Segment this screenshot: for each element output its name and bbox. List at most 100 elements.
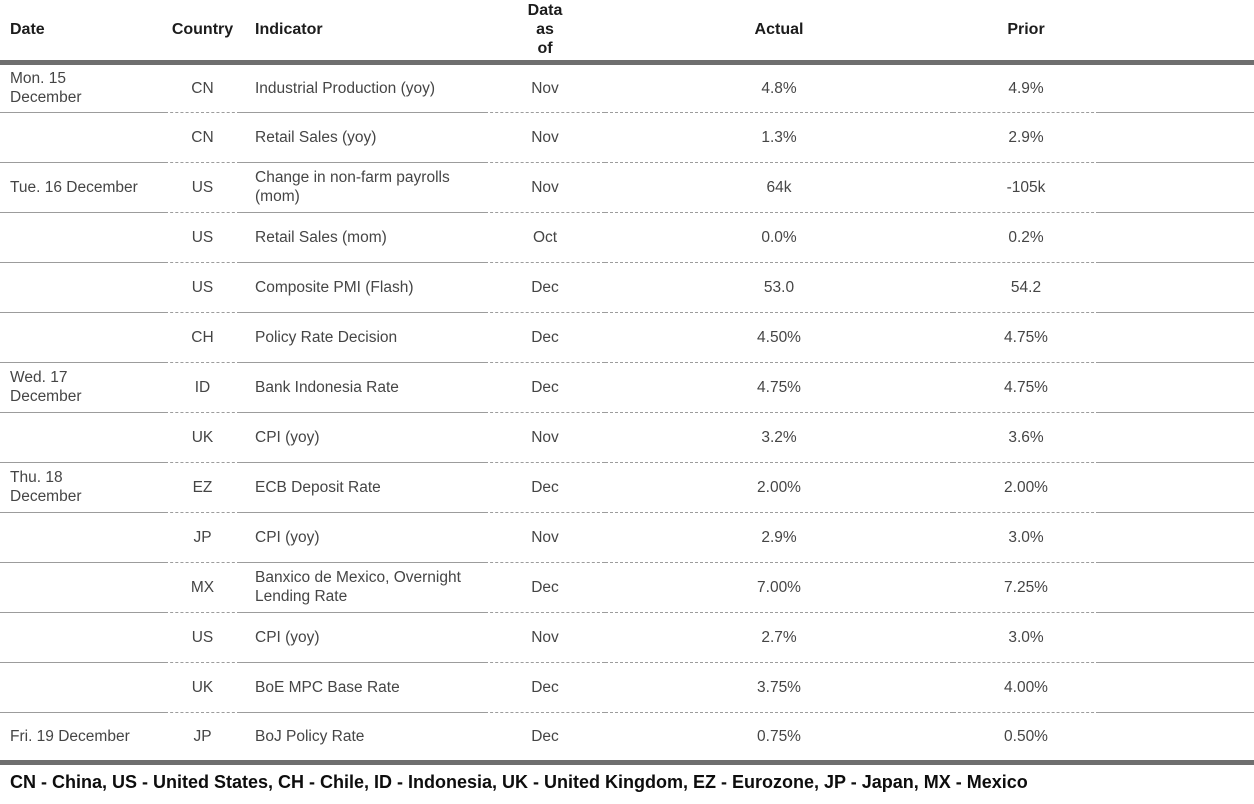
cell-date [0, 212, 165, 263]
cell-country: US [165, 162, 240, 213]
cell-prior: 4.00% [953, 662, 1099, 713]
cell-prior: 54.2 [953, 262, 1099, 313]
cell-prior: 3.0% [953, 612, 1099, 663]
cell-filler [1099, 312, 1254, 363]
cell-prior: 0.2% [953, 212, 1099, 263]
cell-indicator: CPI (yoy) [240, 512, 485, 563]
cell-filler [1099, 562, 1254, 613]
cell-country: CN [165, 62, 240, 113]
cell-indicator: Industrial Production (yoy) [240, 62, 485, 113]
cell-country: JP [193, 727, 212, 745]
cell-date [0, 262, 165, 313]
cell-data-as-of: Dec [485, 262, 605, 313]
cell-indicator: CPI (yoy) [240, 412, 485, 463]
cell-data-as-of: Nov [485, 412, 605, 463]
cell-data-as-of: Nov [485, 512, 605, 563]
table-row: Fri. 19 December JP BoJ Policy Rate Dec 0.75… [0, 712, 1254, 762]
cell-data-as-of: Dec [485, 562, 605, 613]
cell-prior: 2.9% [953, 112, 1099, 163]
cell-data-as-of: Dec [485, 362, 605, 413]
cell-filler [1099, 662, 1254, 713]
cell-date: Thu. 18 December [0, 462, 165, 513]
cell-country: UK [165, 412, 240, 463]
cell-data-as-of: Nov [485, 62, 605, 113]
cell-indicator: Policy Rate Decision [240, 312, 485, 363]
cell-indicator: Change in non-farm payrolls (mom) [240, 162, 485, 213]
cell-indicator: ECB Deposit Rate [240, 462, 485, 513]
cell-actual: 0.75% [757, 727, 801, 745]
cell-date [0, 612, 165, 663]
cell-actual: 2.7% [605, 612, 953, 663]
cell-country: EZ [165, 462, 240, 513]
table-row: CN Retail Sales (yoy) Nov 1.3% 2.9% [0, 112, 1254, 163]
table-row: Tue. 16 December US Change in non-farm pay… [0, 162, 1254, 213]
table-row: US Retail Sales (mom) Oct 0.0% 0.2% [0, 212, 1254, 263]
economic-calendar-table: Date Country Indicator Data as of Actual… [0, 0, 1254, 765]
cell-country: JP [165, 512, 240, 563]
column-header-actual: Actual [605, 0, 953, 65]
cell-prior: 0.50% [1004, 727, 1048, 745]
cell-prior: 3.6% [953, 412, 1099, 463]
header-row: Date Country Indicator Data as of Actual… [0, 0, 1254, 65]
table-row: JP CPI (yoy) Nov 2.9% 3.0% [0, 512, 1254, 563]
cell-data-as-of: Dec [485, 312, 605, 363]
cell-country: CN [165, 112, 240, 163]
cell-date: Wed. 17 December [0, 362, 165, 413]
cell-date [0, 112, 165, 163]
cell-filler [1099, 112, 1254, 163]
cell-actual: 0.0% [605, 212, 953, 263]
table-row: Thu. 18 December EZ ECB Deposit Rate Dec 2.0… [0, 462, 1254, 513]
cell-actual: 4.75% [605, 362, 953, 413]
column-header-date: Date [0, 0, 165, 65]
table-row: UK BoE MPC Base Rate Dec 3.75% 4.00% [0, 662, 1254, 713]
cell-date [0, 512, 165, 563]
cell-filler [1099, 712, 1254, 762]
table-row: US Composite PMI (Flash) Dec 53.0 54.2 [0, 262, 1254, 313]
cell-prior: 3.0% [953, 512, 1099, 563]
cell-data-as-of: Dec [531, 727, 559, 745]
cell-indicator: BoJ Policy Rate [255, 727, 365, 745]
cell-country: US [165, 612, 240, 663]
cell-country: US [165, 212, 240, 263]
table-row: Wed. 17 December ID Bank Indonesia Rate Dec… [0, 362, 1254, 413]
table-row: CH Policy Rate Decision Dec 4.50% 4.75% [0, 312, 1254, 363]
cell-actual: 4.50% [605, 312, 953, 363]
column-header-data-as-of: Data as of [485, 0, 605, 65]
cell-indicator: Retail Sales (mom) [240, 212, 485, 263]
cell-filler [1099, 62, 1254, 113]
column-header-country: Country [165, 0, 240, 65]
table-row: Mon. 15 December CN Industrial Production … [0, 62, 1254, 113]
cell-indicator: Banxico de Mexico, Overnight Lending Rat… [240, 562, 485, 613]
cell-data-as-of: Dec [485, 662, 605, 713]
cell-prior: 4.9% [953, 62, 1099, 113]
table-header: Date Country Indicator Data as of Actual… [0, 0, 1254, 65]
cell-filler [1099, 212, 1254, 263]
column-header-indicator: Indicator [240, 0, 485, 65]
cell-actual: 2.00% [605, 462, 953, 513]
cell-actual: 1.3% [605, 112, 953, 163]
cell-actual: 4.8% [605, 62, 953, 113]
country-legend: CN - China, US - United States, CH - Chi… [10, 771, 1028, 792]
cell-data-as-of: Nov [485, 612, 605, 663]
cell-date [0, 312, 165, 363]
cell-country: UK [165, 662, 240, 713]
cell-data-as-of: Oct [485, 212, 605, 263]
table-body: Mon. 15 December CN Industrial Production … [0, 62, 1254, 762]
cell-data-as-of: Nov [485, 162, 605, 213]
cell-indicator: CPI (yoy) [240, 612, 485, 663]
cell-prior: 4.75% [953, 312, 1099, 363]
cell-actual: 3.2% [605, 412, 953, 463]
cell-filler [1099, 412, 1254, 463]
cell-date [0, 562, 165, 613]
cell-filler [1099, 362, 1254, 413]
cell-filler [1099, 612, 1254, 663]
cell-date: Fri. 19 December [10, 727, 130, 745]
cell-indicator: BoE MPC Base Rate [240, 662, 485, 713]
cell-country: ID [165, 362, 240, 413]
table-row: MX Banxico de Mexico, Overnight Lending R… [0, 562, 1254, 613]
cell-actual: 53.0 [605, 262, 953, 313]
cell-date [0, 662, 165, 713]
cell-actual: 2.9% [605, 512, 953, 563]
cell-actual: 3.75% [605, 662, 953, 713]
